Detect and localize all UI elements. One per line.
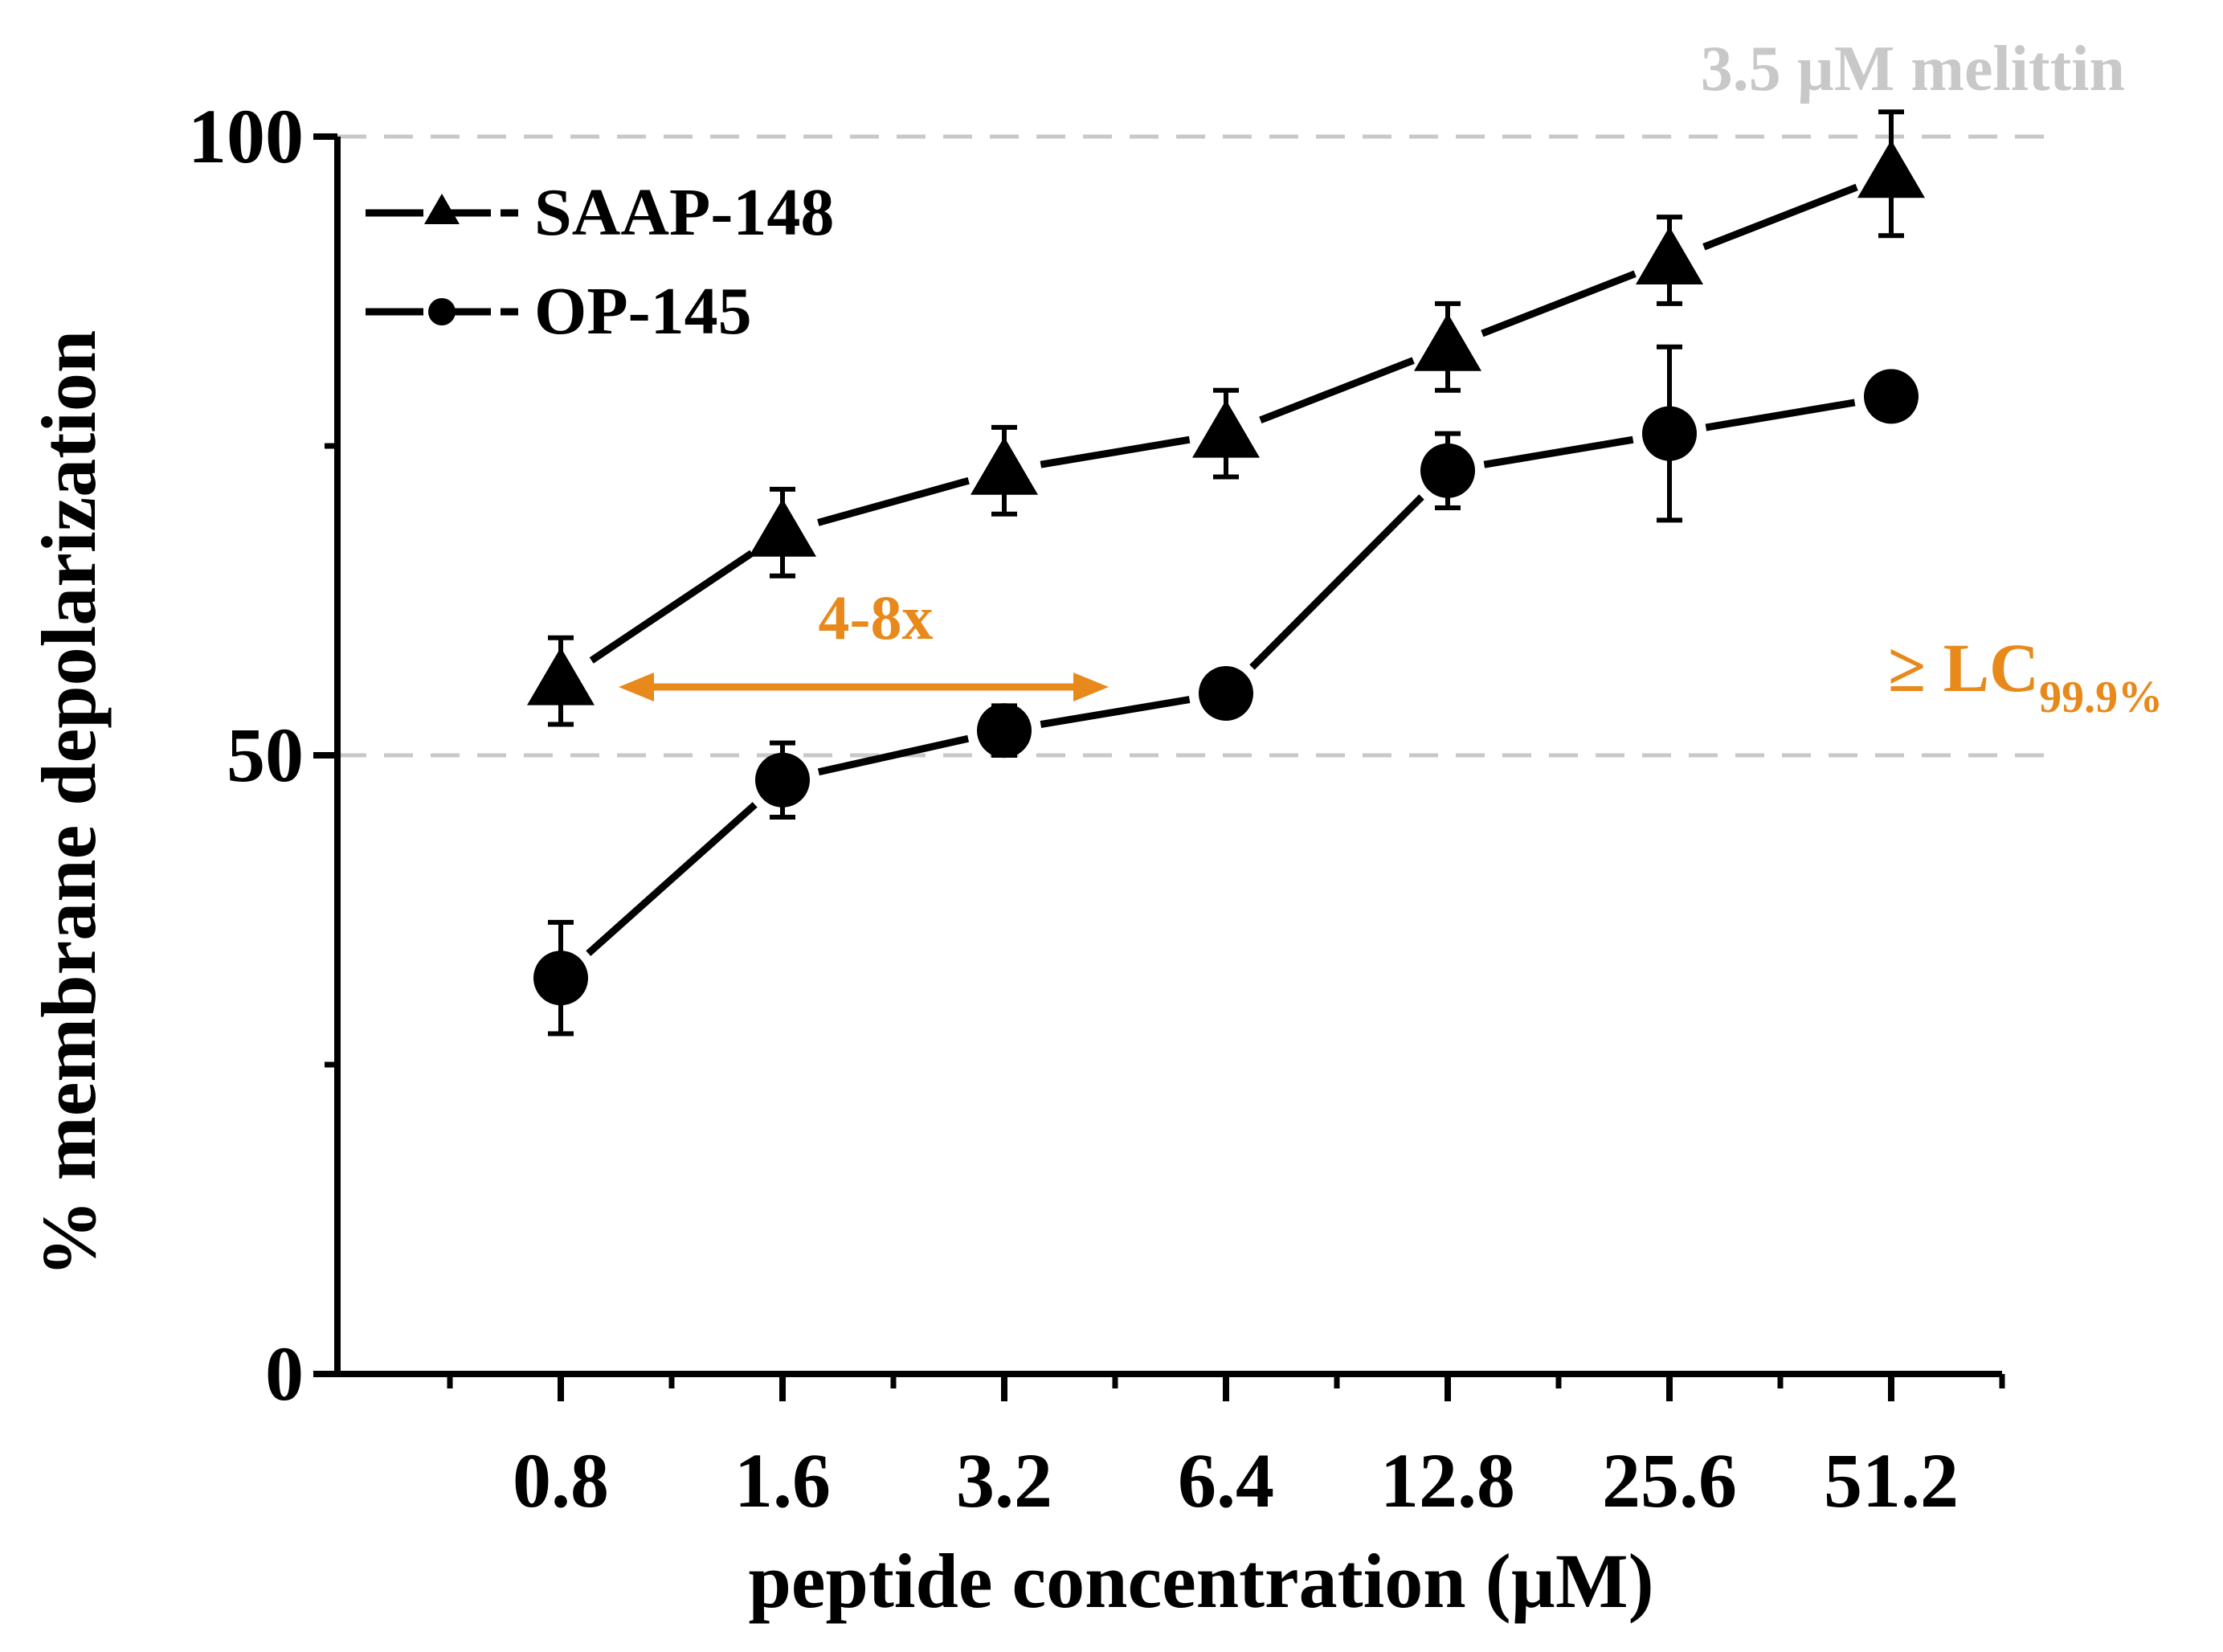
data-point-saap-148-3.2 — [971, 436, 1038, 495]
y-tick-label-0: 0 — [265, 1331, 304, 1417]
data-point-op-145-6.4 — [1199, 666, 1253, 721]
lc-label-main: ≥ LC — [1888, 629, 2039, 706]
x-axis-title: peptide concentration (µM) — [748, 1538, 1653, 1624]
series-line-saap-148 — [1259, 357, 1415, 424]
legend-item-saap-148: SAAP-148 — [366, 175, 834, 250]
series — [527, 109, 1925, 1037]
axes: 0 50 100 0.8 1.6 3.2 6.4 12.8 25.6 51.2 — [188, 93, 2005, 1523]
x-tick-label-25.6: 25.6 — [1602, 1437, 1737, 1523]
melittin-reference-label: 3.5 µM melittin — [1701, 34, 2125, 104]
series-line-op-145 — [1705, 399, 1856, 431]
data-point-op-145-1.6 — [755, 752, 810, 808]
series-line-saap-148 — [1040, 435, 1191, 468]
series-line-op-145 — [817, 734, 970, 776]
series-saap-148 — [527, 109, 1925, 727]
y-axis-title: % membrane depolarization — [26, 330, 112, 1278]
data-point-op-145-25.6 — [1642, 406, 1697, 461]
data-point-op-145-0.8 — [533, 951, 588, 1006]
legend-triangle-icon — [424, 194, 460, 224]
x-tick-label-0.8: 0.8 — [513, 1437, 609, 1523]
series-line-op-145 — [1483, 435, 1634, 468]
lc-label-subscript: 99.9% — [2039, 673, 2163, 722]
data-point-saap-148-6.4 — [1192, 399, 1260, 458]
series-line-op-145 — [586, 802, 758, 956]
data-point-saap-148-0.8 — [527, 647, 595, 705]
y-tick-label-100: 100 — [188, 93, 304, 179]
y-tick-label-50: 50 — [227, 712, 304, 798]
data-point-op-145-12.8 — [1420, 443, 1475, 498]
series-line-saap-148 — [1702, 183, 1858, 251]
x-tick-label-51.2: 51.2 — [1824, 1437, 1959, 1523]
data-point-op-145-3.2 — [977, 703, 1032, 759]
x-tick-label-12.8: 12.8 — [1380, 1437, 1515, 1523]
data-point-saap-148-25.6 — [1636, 227, 1703, 284]
series-line-op-145 — [1249, 494, 1424, 670]
data-point-op-145-51.2 — [1864, 369, 1919, 424]
series-op-145 — [533, 344, 1919, 1037]
legend: SAAP-148 OP-145 — [366, 175, 834, 349]
series-line-saap-148 — [1481, 270, 1637, 337]
reference-lines — [337, 134, 2057, 758]
series-line-op-145 — [1040, 696, 1191, 729]
lc-reference-label: ≥ LC99.9% — [1888, 629, 2163, 722]
fold-change-arrow — [619, 673, 1109, 701]
legend-circle-icon — [428, 298, 456, 325]
data-point-saap-148-1.6 — [749, 498, 816, 557]
x-tick-label-6.4: 6.4 — [1178, 1437, 1274, 1523]
x-tick-label-3.2: 3.2 — [956, 1437, 1052, 1523]
x-tick-label-1.6: 1.6 — [734, 1437, 831, 1523]
legend-item-op-145: OP-145 — [366, 274, 752, 349]
legend-label-op-145: OP-145 — [534, 274, 752, 349]
series-line-saap-148 — [589, 550, 754, 664]
series-line-saap-148 — [817, 476, 970, 526]
legend-label-saap-148: SAAP-148 — [534, 175, 834, 250]
fold-change-label: 4-8x — [819, 583, 934, 652]
arrow-head-right — [1073, 673, 1109, 701]
arrow-head-left — [619, 673, 654, 701]
data-point-saap-148-12.8 — [1414, 313, 1481, 371]
data-point-saap-148-51.2 — [1857, 140, 1925, 198]
